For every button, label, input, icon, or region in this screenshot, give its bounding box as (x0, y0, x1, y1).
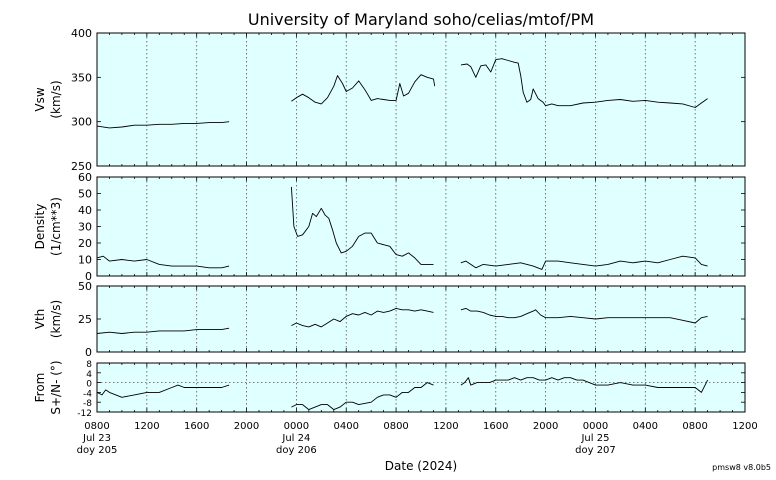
series-line-density-segment-3 (460, 255, 708, 270)
y-tick-label: 0 (86, 380, 92, 390)
series-line-from-segment-2 (291, 382, 434, 411)
x-tick-label: 1200 (732, 421, 757, 432)
series-line-from-segment-3 (460, 377, 709, 393)
y-axis-label: Vsw (33, 87, 47, 111)
x-tick-label: 2000 (533, 421, 558, 432)
series-line-vsw-segment-3 (460, 58, 708, 108)
chart-title: University of Maryland soho/celias/mtof/… (248, 10, 594, 29)
panel-background (97, 286, 745, 352)
panel-vsw: 250 300 350 400 Vsw (km/s) (33, 27, 746, 173)
series-line-density-segment-1 (96, 255, 230, 269)
x-tick-label: 0400 (334, 421, 359, 432)
x-tick-label: 0800 (682, 421, 707, 432)
x-tick-label: 0800 (84, 421, 109, 432)
series-line-vth-segment-2 (291, 307, 434, 328)
y-axis-label: S+/N- (°) (49, 360, 63, 414)
y-tick-label: 25 (78, 313, 92, 326)
footer-version-label: pmsw8 v8.0b5 (712, 463, 771, 472)
y-tick-label: 10 (78, 254, 92, 267)
series-line-density-segment-2 (290, 186, 434, 265)
panel-background (97, 33, 745, 166)
y-tick-label: 0 (85, 346, 92, 359)
y-tick-label: 350 (71, 71, 92, 84)
y-axis-label: From (33, 373, 47, 403)
x-tick-label: doy 207 (575, 445, 616, 456)
x-tick-label: 2000 (234, 421, 259, 432)
y-tick-label: 300 (71, 116, 92, 129)
x-tick-label: 1600 (483, 421, 508, 432)
x-tick-label: doy 206 (276, 445, 317, 456)
series-line-vth-segment-1 (96, 327, 230, 334)
series-line-vth-segment-3 (460, 307, 708, 324)
x-tick-label: Jul 23 (82, 433, 111, 444)
x-tick-label: Jul 25 (580, 433, 609, 444)
y-tick-label: 40 (78, 204, 92, 217)
series-line-from-segment-1 (96, 384, 230, 398)
x-tick-label: Jul 24 (281, 433, 310, 444)
y-tick-label: -4 (83, 389, 92, 399)
x-tick-label: 0000 (284, 421, 309, 432)
x-axis-label: Date (2024) (385, 459, 457, 473)
y-tick-label: 0 (85, 270, 92, 283)
x-tick-label: 1600 (184, 421, 209, 432)
y-axis-label: Vth (33, 309, 47, 330)
y-tick-label: 20 (78, 237, 92, 250)
x-tick-label: 1200 (433, 421, 458, 432)
y-tick-label: -8 (83, 399, 92, 409)
y-axis-label: (km/s) (49, 80, 63, 118)
x-tick-label: 0000 (583, 421, 608, 432)
x-tick-label: 0800 (383, 421, 408, 432)
x-tick-label: doy 205 (77, 445, 118, 456)
x-tick-label: 1200 (134, 421, 159, 432)
y-tick-label: 30 (78, 221, 92, 234)
y-tick-label: -12 (77, 409, 92, 419)
y-axis-label: Density (33, 204, 47, 250)
y-axis-label: (1/cm**3) (49, 197, 63, 256)
y-axis-label: (km/s) (49, 300, 63, 338)
panel-background (97, 177, 745, 276)
series-line-vsw-segment-2 (291, 74, 436, 105)
y-tick-label: 50 (78, 280, 92, 293)
y-tick-label: 250 (71, 160, 92, 173)
x-tick-label: 0400 (633, 421, 658, 432)
y-tick-label: 8 (86, 360, 92, 370)
y-tick-label: 400 (71, 27, 92, 40)
series-line-vsw-segment-1 (96, 121, 230, 129)
y-tick-label: 60 (78, 171, 92, 184)
y-tick-label: 50 (78, 188, 92, 201)
panel-vth: 0 25 50 Vth (km/s) (33, 280, 746, 359)
panel-density: 0 10 20 30 40 50 60 Density (1/cm**3) (33, 171, 746, 283)
y-tick-label: 4 (86, 370, 92, 380)
